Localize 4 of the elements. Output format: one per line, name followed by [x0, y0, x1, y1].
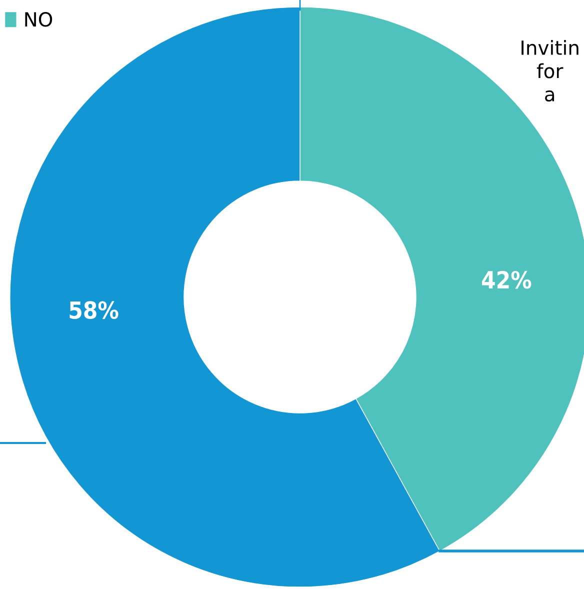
data-label: 42% [482, 270, 532, 289]
legend-label: NO [25, 12, 52, 27]
data-label: 58% [70, 301, 118, 319]
text: Invitin for a [522, 40, 578, 102]
